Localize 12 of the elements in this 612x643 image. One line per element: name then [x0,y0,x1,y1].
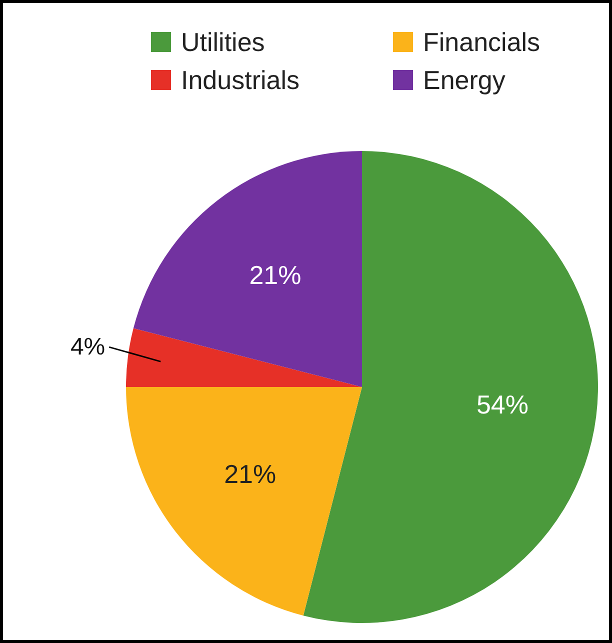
legend-label: Energy [423,64,506,96]
data-label: 4% [70,334,106,361]
legend-label: Financials [423,26,540,58]
data-label: 21% [224,458,276,489]
legend-label: Industrials [181,64,300,96]
pie-slice [126,328,362,387]
pie-slice [303,151,598,623]
data-label: 54% [476,390,529,420]
data-label: 21% [249,260,302,290]
legend-label: Utilities [181,26,265,58]
pie-slice [126,387,362,616]
pie-slice [133,151,362,387]
